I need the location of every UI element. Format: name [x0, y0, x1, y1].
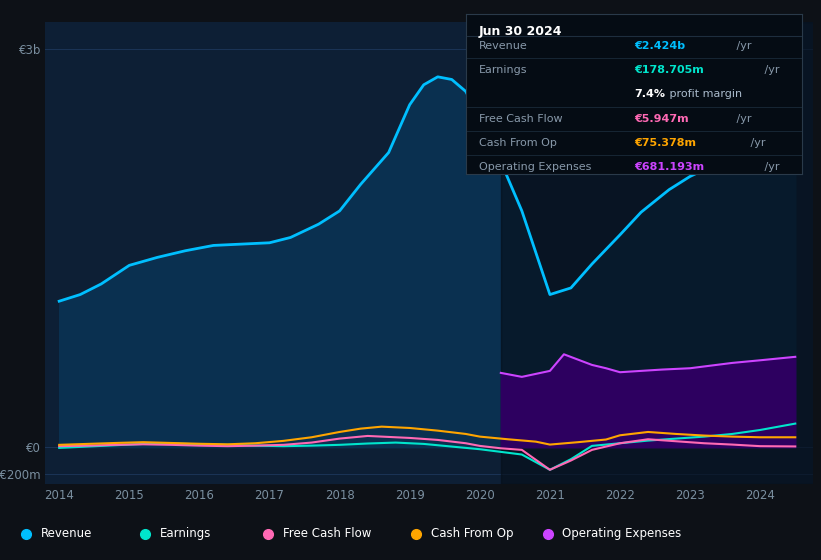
- Text: €178.705m: €178.705m: [634, 65, 704, 75]
- Text: Cash From Op: Cash From Op: [431, 528, 513, 540]
- Text: €75.378m: €75.378m: [634, 138, 696, 148]
- Text: Operating Expenses: Operating Expenses: [479, 162, 591, 172]
- Text: profit margin: profit margin: [666, 90, 742, 100]
- Text: /yr: /yr: [747, 138, 765, 148]
- Text: /yr: /yr: [733, 41, 751, 51]
- Text: Free Cash Flow: Free Cash Flow: [283, 528, 372, 540]
- Text: Free Cash Flow: Free Cash Flow: [479, 114, 562, 124]
- Text: €2.424b: €2.424b: [634, 41, 685, 51]
- Bar: [501, 22, 820, 484]
- Text: Cash From Op: Cash From Op: [479, 138, 557, 148]
- Text: Earnings: Earnings: [479, 65, 527, 75]
- Text: /yr: /yr: [761, 65, 780, 75]
- Text: Jun 30 2024: Jun 30 2024: [479, 25, 562, 38]
- Text: Revenue: Revenue: [479, 41, 528, 51]
- Text: Operating Expenses: Operating Expenses: [562, 528, 681, 540]
- Text: /yr: /yr: [733, 114, 751, 124]
- Text: /yr: /yr: [761, 162, 780, 172]
- Text: Earnings: Earnings: [160, 528, 212, 540]
- Text: €681.193m: €681.193m: [634, 162, 704, 172]
- Text: Revenue: Revenue: [41, 528, 93, 540]
- Text: 7.4%: 7.4%: [634, 90, 665, 100]
- Text: €5.947m: €5.947m: [634, 114, 689, 124]
